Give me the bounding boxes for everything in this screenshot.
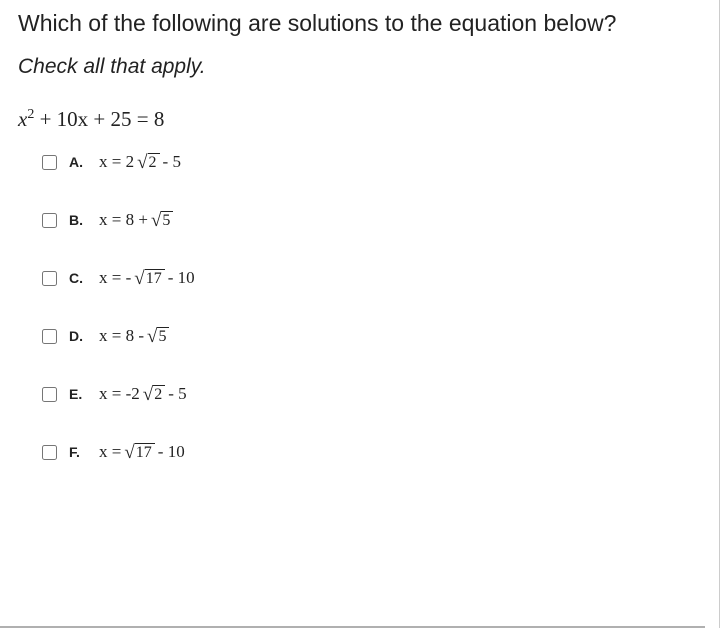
option-letter: B. xyxy=(69,212,87,228)
checkbox-c[interactable] xyxy=(42,271,57,286)
radicand: 17 xyxy=(135,443,155,461)
instruction-text: Check all that apply. xyxy=(18,55,701,79)
checkbox-a[interactable] xyxy=(42,155,57,170)
sqrt-icon: √17 xyxy=(134,269,164,288)
option-expression: x = 2 √2 - 5 xyxy=(99,152,181,172)
checkbox-e[interactable] xyxy=(42,387,57,402)
sqrt-icon: √5 xyxy=(151,211,173,230)
sqrt-icon: √17 xyxy=(124,443,154,462)
option-expression: x = √17 - 10 xyxy=(99,442,185,462)
option-e: E. x = -2 √2 - 5 xyxy=(42,384,701,404)
radical-symbol: √ xyxy=(147,327,157,346)
sqrt-icon: √2 xyxy=(137,153,159,172)
expr-pre: x = xyxy=(99,442,121,462)
option-expression: x = 8 - √5 xyxy=(99,326,172,346)
radical-symbol: √ xyxy=(137,153,147,172)
option-letter: F. xyxy=(69,444,87,460)
option-d: D. x = 8 - √5 xyxy=(42,326,701,346)
option-c: C. x = - √17 - 10 xyxy=(42,268,701,288)
option-letter: C. xyxy=(69,270,87,286)
expr-post: - 5 xyxy=(163,152,181,172)
option-a: A. x = 2 √2 - 5 xyxy=(42,152,701,172)
sqrt-icon: √2 xyxy=(143,385,165,404)
option-letter: D. xyxy=(69,328,87,344)
expr-post: - 10 xyxy=(158,442,185,462)
expr-pre: x = - xyxy=(99,268,131,288)
radical-symbol: √ xyxy=(151,211,161,230)
radical-symbol: √ xyxy=(124,443,134,462)
sqrt-icon: √5 xyxy=(147,327,169,346)
expr-pre: x = -2 xyxy=(99,384,140,404)
option-letter: A. xyxy=(69,154,87,170)
expr-pre: x = 2 xyxy=(99,152,134,172)
question-text: Which of the following are solutions to … xyxy=(18,10,701,37)
radicand: 5 xyxy=(157,327,169,345)
expr-post: - 10 xyxy=(168,268,195,288)
option-expression: x = - √17 - 10 xyxy=(99,268,195,288)
checkbox-b[interactable] xyxy=(42,213,57,228)
expr-pre: x = 8 - xyxy=(99,326,144,346)
radicand: 17 xyxy=(145,269,165,287)
radicand: 5 xyxy=(161,211,173,229)
option-letter: E. xyxy=(69,386,87,402)
radical-symbol: √ xyxy=(134,269,144,288)
question-container: Which of the following are solutions to … xyxy=(0,0,720,628)
option-b: B. x = 8 + √5 xyxy=(42,210,701,230)
radicand: 2 xyxy=(153,385,165,403)
checkbox-d[interactable] xyxy=(42,329,57,344)
equation-variable: x xyxy=(18,107,27,131)
options-list: A. x = 2 √2 - 5 B. x = 8 + √5 C. x = - √… xyxy=(18,152,701,462)
option-expression: x = 8 + √5 xyxy=(99,210,176,230)
radicand: 2 xyxy=(148,153,160,171)
equation: x2 + 10x + 25 = 8 xyxy=(18,107,701,132)
expr-pre: x = 8 + xyxy=(99,210,148,230)
checkbox-f[interactable] xyxy=(42,445,57,460)
expr-post: - 5 xyxy=(168,384,186,404)
option-expression: x = -2 √2 - 5 xyxy=(99,384,187,404)
radical-symbol: √ xyxy=(143,385,153,404)
option-f: F. x = √17 - 10 xyxy=(42,442,701,462)
equation-rest: + 10x + 25 = 8 xyxy=(34,107,164,131)
